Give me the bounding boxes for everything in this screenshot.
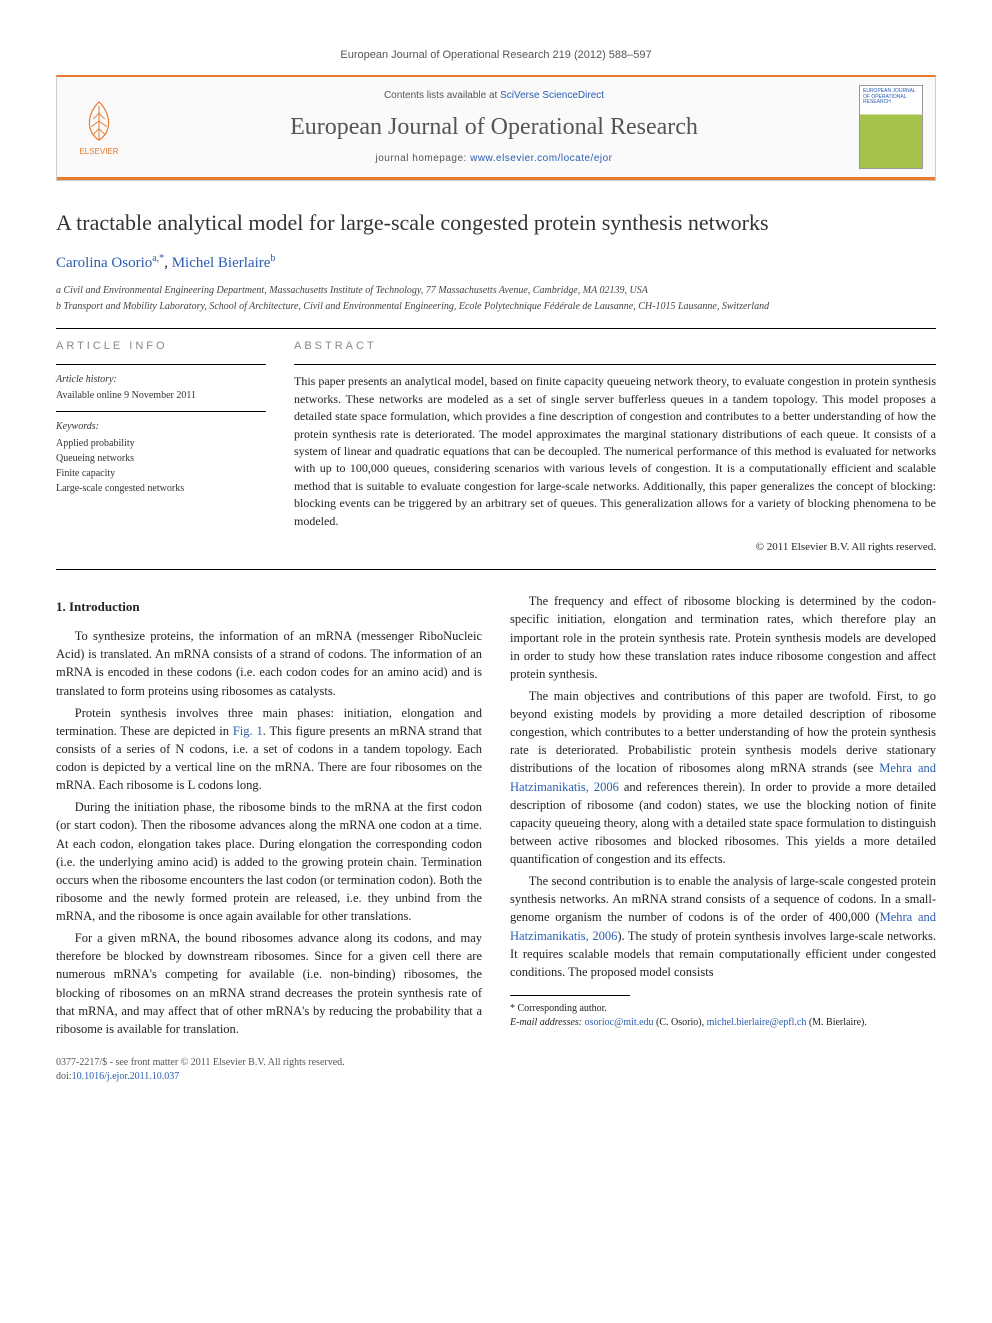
info-rule-2 (56, 411, 266, 412)
contents-prefix: Contents lists available at (384, 90, 500, 101)
body-p7: The second contribution is to enable the… (510, 872, 936, 981)
journal-banner: ELSEVIER Contents lists available at Sci… (56, 75, 936, 181)
body-p5: The frequency and effect of ribosome blo… (510, 592, 936, 683)
abstract-column: abstract This paper presents an analytic… (294, 339, 936, 555)
info-abstract-row: article info Article history: Available … (56, 339, 936, 555)
abstract-rule (294, 364, 936, 365)
footnote-block: * Corresponding author. E-mail addresses… (510, 995, 936, 1030)
contents-available-line: Contents lists available at SciVerse Sci… (145, 89, 843, 103)
author-separator: , (164, 255, 172, 271)
page-footer: 0377-2217/$ - see front matter © 2011 El… (56, 1056, 936, 1084)
affiliation-b: b Transport and Mobility Laboratory, Sch… (56, 300, 936, 314)
abstract-copyright: © 2011 Elsevier B.V. All rights reserved… (294, 540, 936, 555)
author-2-sup: b (270, 253, 275, 264)
email-2-who: (M. Bierlaire). (806, 1017, 867, 1028)
footer-doi-line: doi:10.1016/j.ejor.2011.10.037 (56, 1070, 936, 1084)
info-rule-1 (56, 364, 266, 365)
body-p2: Protein synthesis involves three main ph… (56, 704, 482, 795)
footnote-separator (510, 995, 630, 996)
banner-center: Contents lists available at SciVerse Sci… (129, 89, 859, 167)
paper-title: A tractable analytical model for large-s… (56, 209, 936, 238)
keywords-label: Keywords: (56, 420, 266, 434)
article-history-label: Article history: (56, 373, 266, 387)
author-1-sup: a,* (152, 253, 164, 264)
rule-above-info (56, 328, 936, 329)
journal-homepage-line: journal homepage: www.elsevier.com/locat… (145, 152, 843, 166)
affiliation-a: a Civil and Environmental Engineering De… (56, 284, 936, 298)
elsevier-logo: ELSEVIER (69, 93, 129, 161)
email-2[interactable]: michel.bierlaire@epfl.ch (707, 1017, 807, 1028)
author-1-link[interactable]: Carolina Osorio (56, 255, 152, 271)
article-history-line: Available online 9 November 2011 (56, 389, 266, 403)
body-p7a: The second contribution is to enable the… (510, 874, 936, 924)
elsevier-logo-label: ELSEVIER (79, 146, 118, 157)
body-p6a: The main objectives and contributions of… (510, 689, 936, 776)
sciencedirect-link[interactable]: SciVerse ScienceDirect (500, 90, 604, 101)
body-p6: The main objectives and contributions of… (510, 687, 936, 868)
footnotes: * Corresponding author. E-mail addresses… (510, 1002, 936, 1030)
doi-label: doi: (56, 1071, 72, 1082)
abstract-text: This paper presents an analytical model,… (294, 373, 936, 530)
abstract-heading: abstract (294, 339, 936, 354)
author-2-link[interactable]: Michel Bierlaire (172, 255, 271, 271)
authors-line: Carolina Osorioa,*, Michel Bierlaireb (56, 252, 936, 274)
email-1[interactable]: osorioc@mit.edu (585, 1017, 654, 1028)
keywords-list: Applied probability Queueing networks Fi… (56, 436, 266, 496)
article-info-column: article info Article history: Available … (56, 339, 266, 555)
doi-link[interactable]: 10.1016/j.ejor.2011.10.037 (72, 1071, 180, 1082)
body-p4: For a given mRNA, the bound ribosomes ad… (56, 929, 482, 1038)
emails-label: E-mail addresses: (510, 1017, 585, 1028)
header-reference: European Journal of Operational Research… (56, 48, 936, 63)
body-p3: During the initiation phase, the ribosom… (56, 798, 482, 925)
journal-cover-thumb: EUROPEAN JOURNAL OF OPERATIONAL RESEARCH (859, 85, 923, 169)
homepage-prefix: journal homepage: (375, 153, 470, 164)
banner-top-row: ELSEVIER Contents lists available at Sci… (57, 77, 935, 177)
article-info-heading: article info (56, 339, 266, 354)
body-two-columns: 1. Introduction To synthesize proteins, … (56, 592, 936, 1038)
journal-thumb-title: EUROPEAN JOURNAL OF OPERATIONAL RESEARCH (863, 89, 919, 106)
email-addresses-line: E-mail addresses: osorioc@mit.edu (C. Os… (510, 1016, 936, 1030)
title-block: A tractable analytical model for large-s… (56, 209, 936, 314)
section-1-heading: 1. Introduction (56, 598, 482, 617)
corresponding-author-note: * Corresponding author. (510, 1002, 936, 1016)
homepage-link[interactable]: www.elsevier.com/locate/ejor (470, 153, 612, 164)
email-1-who: (C. Osorio), (654, 1017, 707, 1028)
banner-bottom-rule (57, 177, 935, 180)
journal-name: European Journal of Operational Research (145, 111, 843, 145)
rule-below-abstract (56, 569, 936, 570)
footer-copyright: 0377-2217/$ - see front matter © 2011 El… (56, 1056, 936, 1070)
elsevier-tree-icon (76, 98, 122, 144)
fig-1-ref[interactable]: Fig. 1 (233, 724, 263, 738)
body-p1: To synthesize proteins, the information … (56, 627, 482, 700)
